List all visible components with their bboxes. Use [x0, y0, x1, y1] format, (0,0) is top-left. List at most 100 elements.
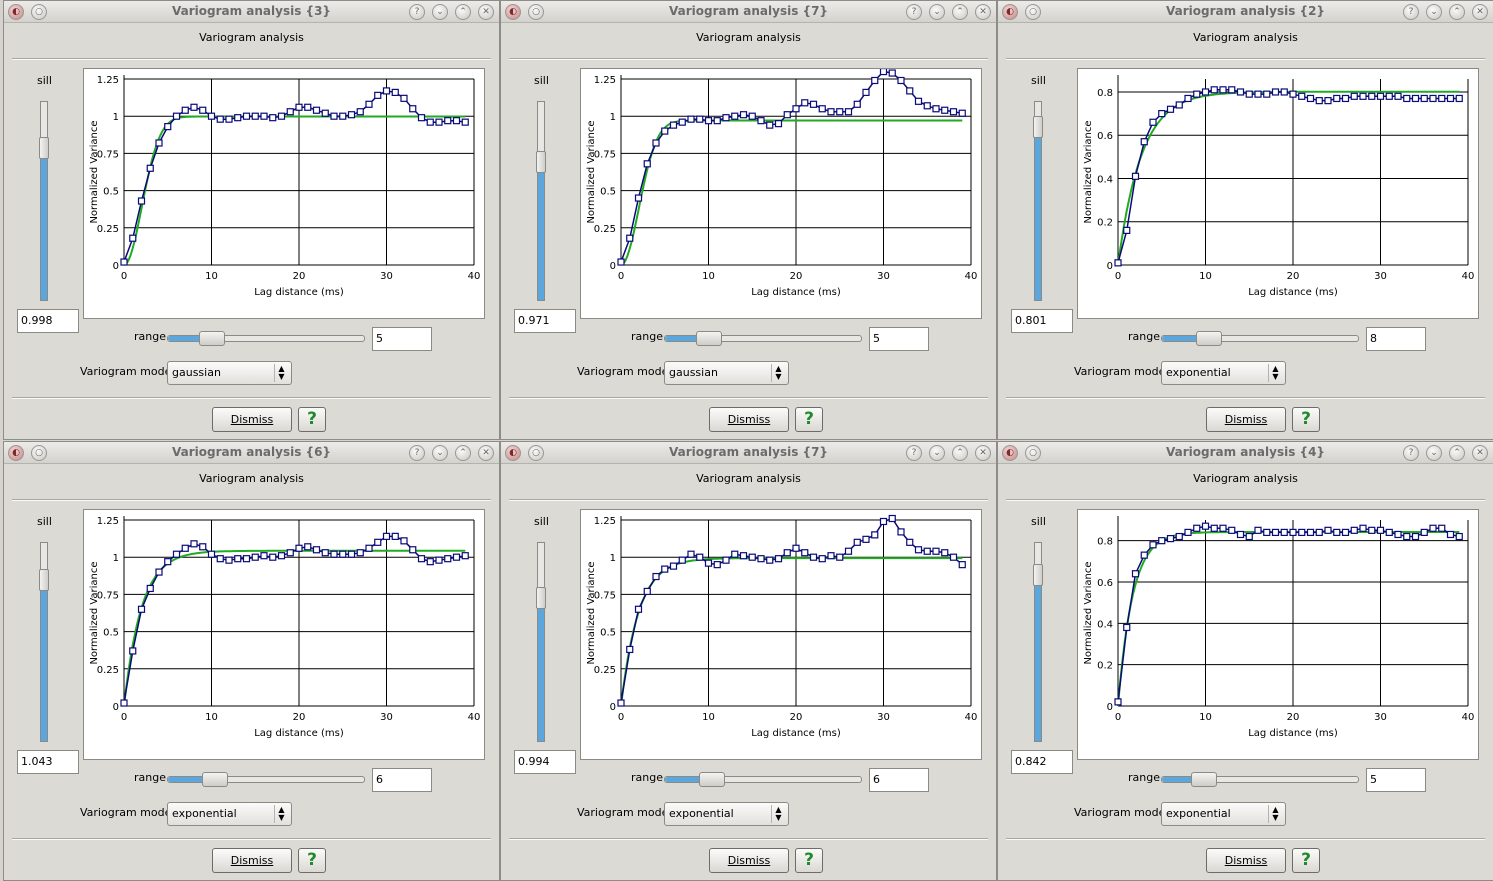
help-title-icon[interactable]: ? — [1403, 4, 1419, 20]
help-button[interactable]: ? — [298, 407, 326, 432]
range-input[interactable]: 6 — [869, 768, 929, 792]
range-slider[interactable] — [664, 772, 862, 787]
data-point — [347, 550, 356, 558]
title-bar[interactable]: ◐ ○ Variogram analysis {6} ? ⌄ ⌃ ✕ — [4, 442, 499, 464]
window-menu-icon[interactable]: ◐ — [8, 4, 24, 20]
title-bar[interactable]: ◐ ○ Variogram analysis {2} ? ⌄ ⌃ ✕ — [998, 1, 1493, 23]
sill-input[interactable]: 1.043 — [17, 750, 79, 774]
minimize-icon[interactable]: ⌄ — [1426, 4, 1442, 20]
dismiss-button[interactable]: Dismiss — [709, 848, 789, 873]
sill-slider[interactable] — [536, 542, 546, 742]
dismiss-button[interactable]: Dismiss — [1206, 848, 1286, 873]
sticky-icon[interactable]: ○ — [1025, 445, 1041, 461]
model-select[interactable]: exponential ▲ ▼ — [167, 802, 292, 826]
range-slider-handle[interactable] — [1190, 772, 1217, 787]
window-menu-icon[interactable]: ◐ — [1002, 4, 1018, 20]
model-select[interactable]: exponential ▲ ▼ — [664, 802, 789, 826]
range-slider[interactable] — [167, 772, 365, 787]
sticky-icon[interactable]: ○ — [528, 4, 544, 20]
sticky-icon[interactable]: ○ — [31, 445, 47, 461]
sill-input[interactable]: 0.994 — [514, 750, 576, 774]
sill-slider-handle[interactable] — [39, 137, 49, 160]
dismiss-button[interactable]: Dismiss — [212, 848, 292, 873]
range-input[interactable]: 6 — [372, 768, 432, 792]
minimize-icon[interactable]: ⌄ — [432, 445, 448, 461]
help-title-icon[interactable]: ? — [906, 445, 922, 461]
title-bar[interactable]: ◐ ○ Variogram analysis {7} ? ⌄ ⌃ ✕ — [501, 1, 996, 23]
sill-slider-handle[interactable] — [536, 151, 546, 174]
help-button[interactable]: ? — [795, 407, 823, 432]
range-input[interactable]: 5 — [869, 327, 929, 351]
close-icon[interactable]: ✕ — [975, 445, 991, 461]
range-input[interactable]: 5 — [1366, 768, 1426, 792]
range-slider-handle[interactable] — [699, 772, 725, 787]
window-menu-icon[interactable]: ◐ — [1002, 445, 1018, 461]
data-point — [678, 118, 686, 126]
sill-slider[interactable] — [1033, 101, 1043, 301]
sill-slider-handle[interactable] — [1033, 116, 1043, 139]
sticky-icon[interactable]: ○ — [528, 445, 544, 461]
sill-input[interactable]: 0.842 — [1011, 750, 1073, 774]
range-input[interactable]: 5 — [372, 327, 432, 351]
dismiss-button[interactable]: Dismiss — [1206, 407, 1286, 432]
window-menu-icon[interactable]: ◐ — [505, 4, 521, 20]
range-slider[interactable] — [1161, 331, 1359, 346]
minimize-icon[interactable]: ⌄ — [929, 445, 945, 461]
help-button[interactable]: ? — [1292, 848, 1320, 873]
help-title-icon[interactable]: ? — [409, 4, 425, 20]
sticky-icon[interactable]: ○ — [1025, 4, 1041, 20]
maximize-icon[interactable]: ⌃ — [1449, 4, 1465, 20]
data-point — [888, 514, 896, 523]
model-select[interactable]: exponential ▲ ▼ — [1161, 361, 1286, 385]
title-bar[interactable]: ◐ ○ Variogram analysis {7} ? ⌄ ⌃ ✕ — [501, 442, 996, 464]
sill-slider[interactable] — [536, 101, 546, 301]
close-icon[interactable]: ✕ — [1472, 445, 1488, 461]
sill-input[interactable]: 0.971 — [514, 309, 576, 333]
sill-slider-handle[interactable] — [1033, 564, 1043, 587]
dismiss-button[interactable]: Dismiss — [709, 407, 789, 432]
sill-slider[interactable] — [39, 542, 49, 742]
sill-input[interactable]: 0.801 — [1011, 309, 1073, 333]
model-select[interactable]: exponential ▲ ▼ — [1161, 802, 1286, 826]
sill-slider-handle[interactable] — [536, 587, 546, 609]
model-select[interactable]: gaussian ▲ ▼ — [167, 361, 292, 385]
window-menu-icon[interactable]: ◐ — [8, 445, 24, 461]
sill-slider-handle[interactable] — [39, 569, 49, 592]
help-button[interactable]: ? — [298, 848, 326, 873]
range-slider-handle[interactable] — [198, 331, 225, 346]
range-slider-handle[interactable] — [1196, 331, 1222, 346]
minimize-icon[interactable]: ⌄ — [1426, 445, 1442, 461]
help-title-icon[interactable]: ? — [906, 4, 922, 20]
minimize-icon[interactable]: ⌄ — [432, 4, 448, 20]
sill-slider[interactable] — [39, 101, 49, 301]
maximize-icon[interactable]: ⌃ — [455, 445, 471, 461]
window-menu-icon[interactable]: ◐ — [505, 445, 521, 461]
minimize-icon[interactable]: ⌄ — [929, 4, 945, 20]
sill-input[interactable]: 0.998 — [17, 309, 79, 333]
help-button[interactable]: ? — [1292, 407, 1320, 432]
range-input[interactable]: 8 — [1366, 327, 1426, 351]
help-button[interactable]: ? — [795, 848, 823, 873]
close-icon[interactable]: ✕ — [478, 4, 494, 20]
help-title-icon[interactable]: ? — [1403, 445, 1419, 461]
range-slider[interactable] — [1161, 772, 1359, 787]
range-slider[interactable] — [664, 331, 862, 346]
close-icon[interactable]: ✕ — [1472, 4, 1488, 20]
sill-slider[interactable] — [1033, 542, 1043, 742]
title-bar[interactable]: ◐ ○ Variogram analysis {3} ? ⌄ ⌃ ✕ — [4, 1, 499, 23]
close-icon[interactable]: ✕ — [975, 4, 991, 20]
title-bar[interactable]: ◐ ○ Variogram analysis {4} ? ⌄ ⌃ ✕ — [998, 442, 1493, 464]
maximize-icon[interactable]: ⌃ — [952, 4, 968, 20]
dismiss-button[interactable]: Dismiss — [212, 407, 292, 432]
range-slider-handle[interactable] — [695, 331, 722, 346]
range-slider-handle[interactable] — [202, 772, 228, 787]
range-slider[interactable] — [167, 331, 365, 346]
maximize-icon[interactable]: ⌃ — [952, 445, 968, 461]
maximize-icon[interactable]: ⌃ — [455, 4, 471, 20]
close-icon[interactable]: ✕ — [478, 445, 494, 461]
sticky-icon[interactable]: ○ — [31, 4, 47, 20]
help-title-icon[interactable]: ? — [409, 445, 425, 461]
maximize-icon[interactable]: ⌃ — [1449, 445, 1465, 461]
model-select[interactable]: gaussian ▲ ▼ — [664, 361, 789, 385]
data-point — [1411, 94, 1420, 103]
